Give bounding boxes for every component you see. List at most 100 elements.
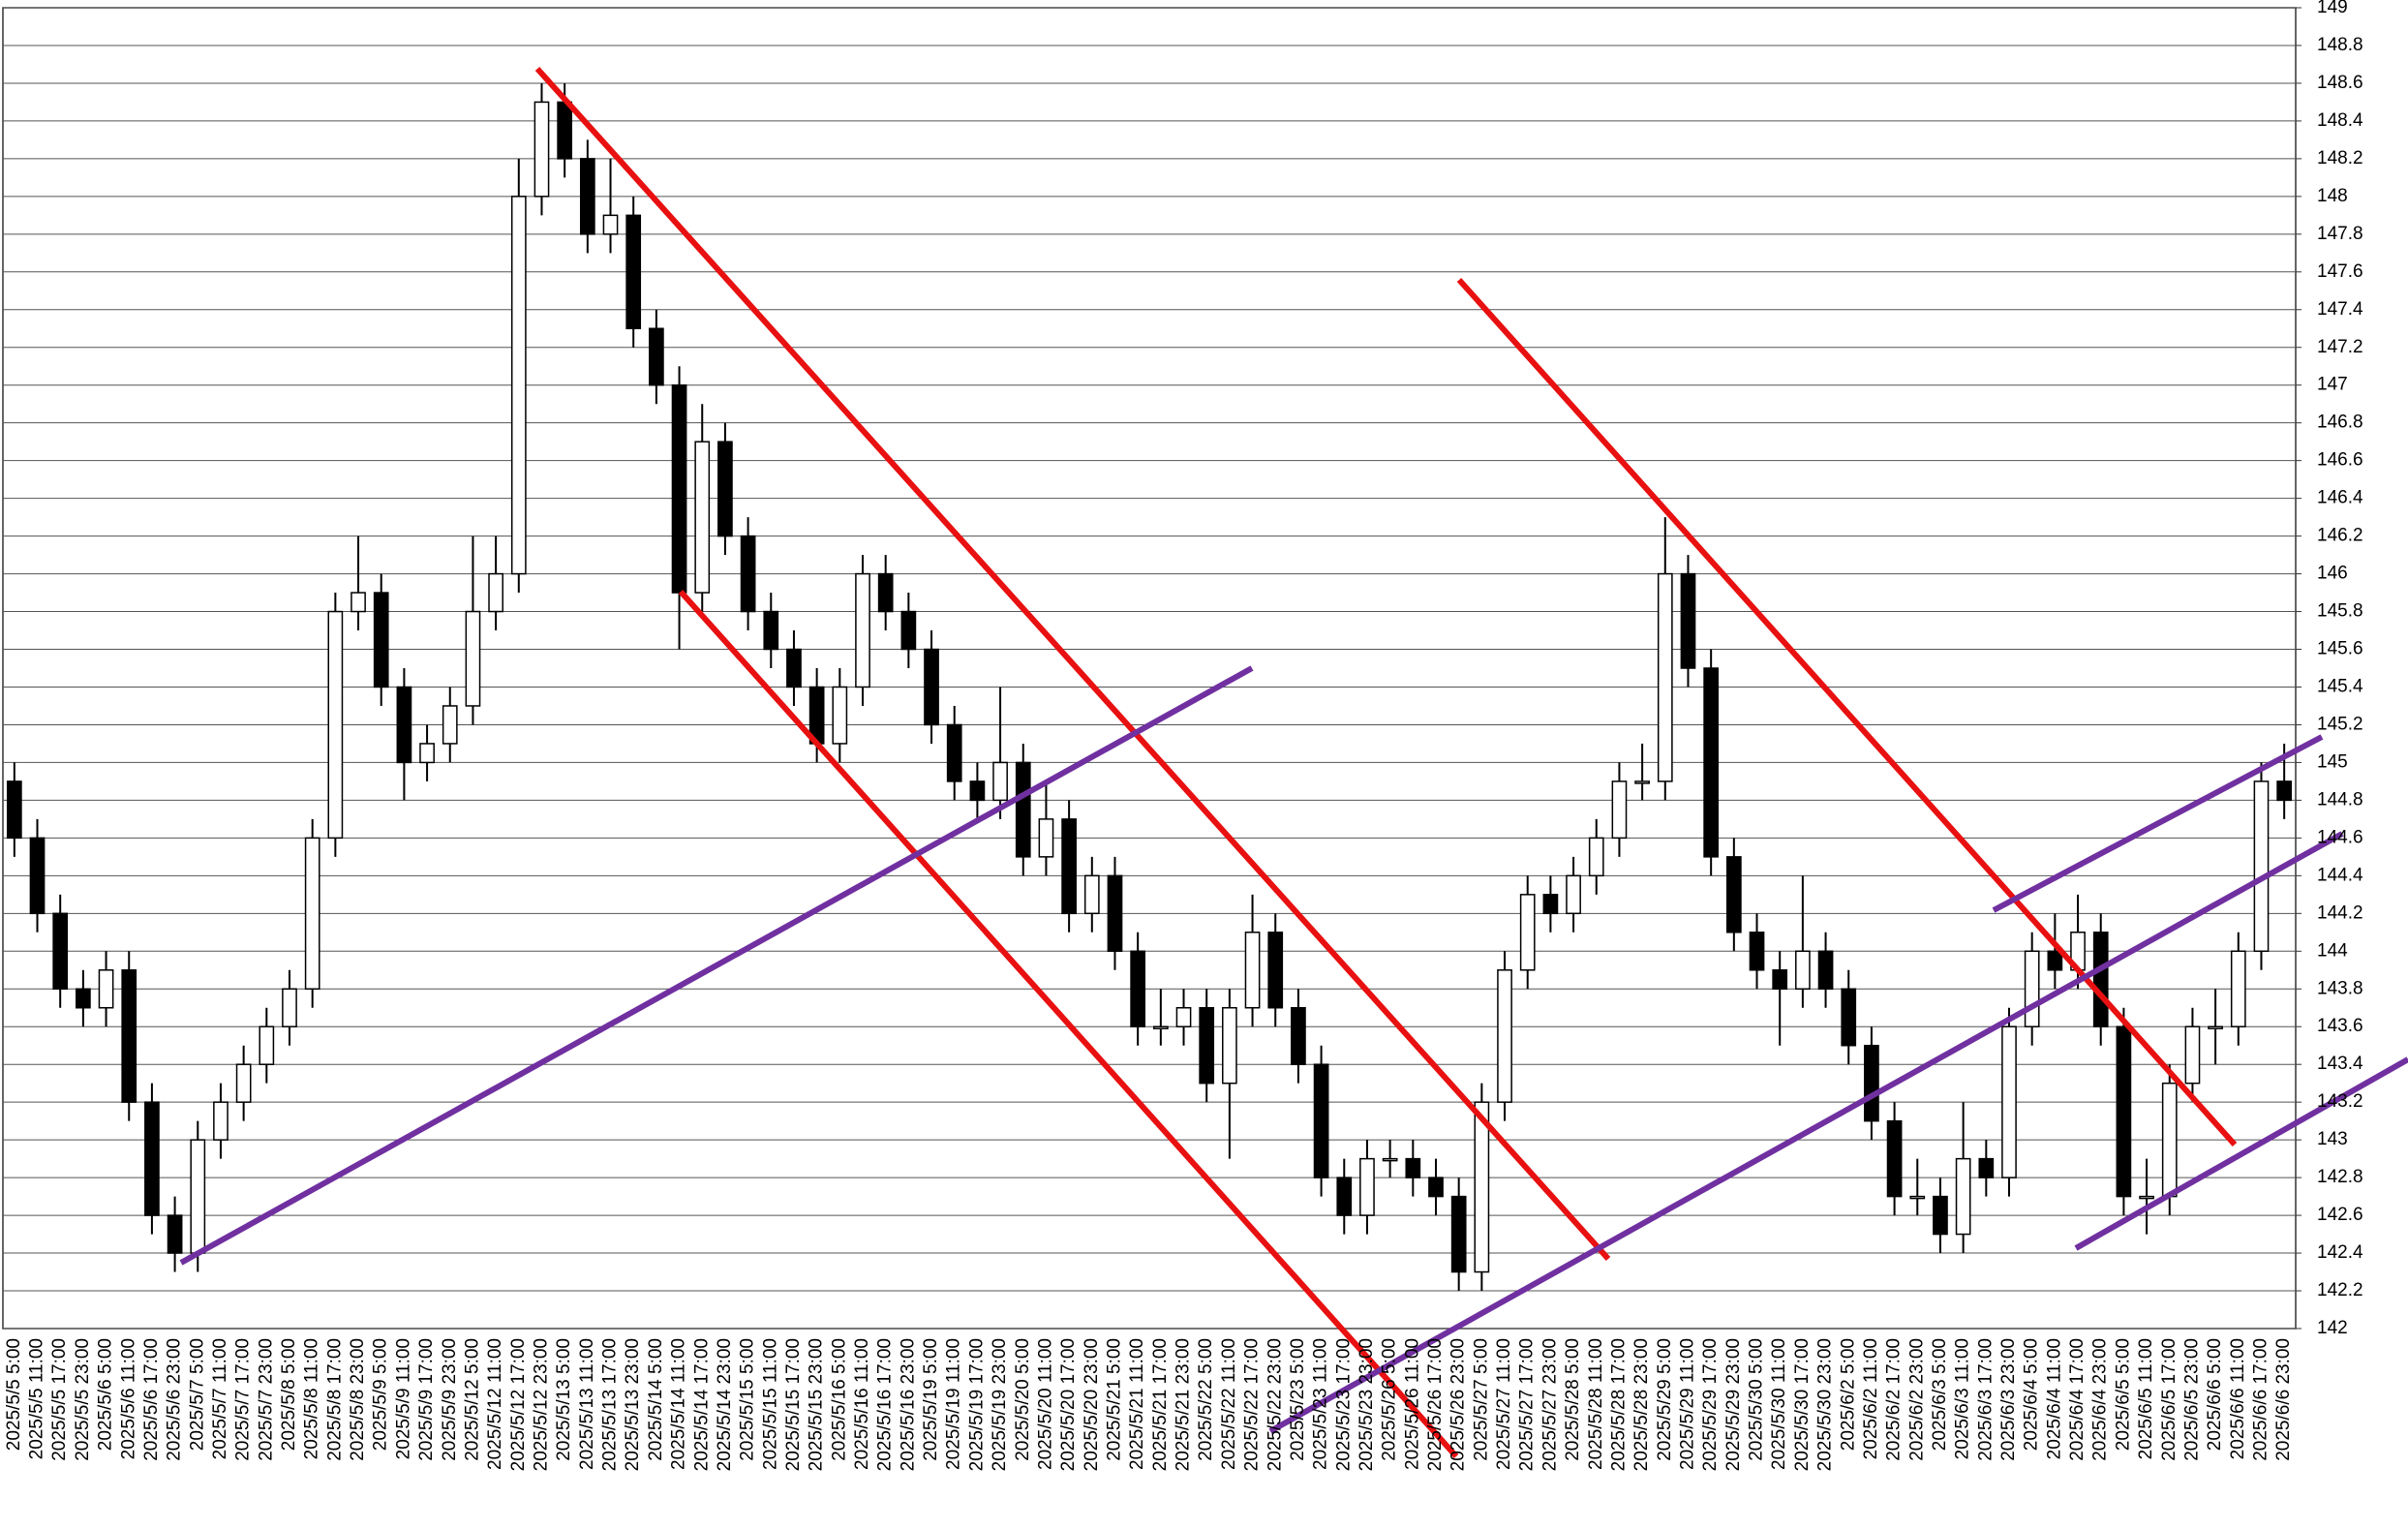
candle-body — [1474, 1101, 1490, 1273]
candle-body — [1175, 1006, 1192, 1027]
x-tick-label: 2025/5/29 17:00 — [1700, 1338, 1721, 1471]
candle-body — [1130, 950, 1146, 1027]
x-tick-label: 2025/5/6 11:00 — [118, 1338, 138, 1459]
x-tick-label: 2025/5/30 17:00 — [1792, 1338, 1813, 1471]
x-tick-label: 2025/6/2 5:00 — [1838, 1338, 1858, 1451]
x-tick-label: 2025/5/27 5:00 — [1471, 1338, 1491, 1461]
x-tick-label: 2025/6/4 23:00 — [2090, 1338, 2111, 1461]
candle-body — [1542, 894, 1559, 915]
candle-body — [579, 158, 595, 235]
x-tick-label: 2025/6/2 23:00 — [1906, 1338, 1927, 1461]
candle-body — [1886, 1119, 1903, 1198]
x-tick-label: 2025/5/22 5:00 — [1196, 1338, 1216, 1461]
candle-body — [1497, 969, 1512, 1103]
y-tick-label: 145.8 — [2317, 601, 2363, 622]
trend-line — [678, 589, 1459, 1459]
candle-body — [1611, 780, 1628, 840]
x-tick-label: 2025/5/8 11:00 — [302, 1338, 322, 1459]
x-tick-label: 2025/5/16 17:00 — [875, 1338, 896, 1471]
x-tick-label: 2025/5/20 5:00 — [1013, 1338, 1033, 1461]
x-tick-label: 2025/6/5 11:00 — [2136, 1338, 2156, 1459]
candle-body — [1657, 572, 1673, 782]
y-tick-label: 145 — [2317, 751, 2348, 772]
candle-body — [167, 1214, 183, 1254]
y-tick-label: 145.6 — [2317, 639, 2363, 659]
y-tick-label: 142.2 — [2317, 1280, 2363, 1300]
y-tick-label: 148.4 — [2317, 110, 2363, 131]
candle-body — [235, 1063, 252, 1103]
trend-lines — [179, 66, 2408, 1459]
x-tick-label: 2025/5/29 11:00 — [1677, 1338, 1697, 1470]
x-tick-label: 2025/6/4 17:00 — [2067, 1338, 2088, 1461]
candle-body — [1107, 874, 1123, 953]
candle-body — [2161, 1082, 2178, 1198]
x-tick-label: 2025/5/20 23:00 — [1082, 1338, 1102, 1471]
x-tick-label: 2025/5/30 23:00 — [1815, 1338, 1836, 1471]
x-tick-label: 2025/6/6 23:00 — [2273, 1338, 2294, 1461]
x-tick-label: 2025/5/13 23:00 — [623, 1338, 643, 1471]
y-tick-label: 144.8 — [2317, 789, 2363, 810]
x-tick-label: 2025/5/22 17:00 — [1242, 1338, 1263, 1471]
x-tick-label: 2025/5/13 11:00 — [577, 1338, 597, 1470]
candle-body — [533, 101, 550, 198]
candle-body — [190, 1139, 206, 1254]
trend-line — [1992, 734, 2324, 913]
x-tick-label: 2025/5/15 23:00 — [807, 1338, 827, 1471]
candle-body — [2184, 1025, 2201, 1085]
candle-body — [442, 705, 458, 745]
x-tick-label: 2025/5/9 5:00 — [371, 1338, 391, 1451]
candle-body — [649, 327, 664, 386]
x-tick-label: 2025/5/6 5:00 — [96, 1338, 116, 1451]
trend-line — [534, 66, 1611, 1262]
x-tick-label: 2025/5/9 23:00 — [440, 1338, 460, 1461]
x-tick-label: 2025/5/28 5:00 — [1563, 1338, 1583, 1461]
x-tick-label: 2025/6/4 11:00 — [2044, 1338, 2064, 1459]
y-tick-label: 142.8 — [2317, 1167, 2363, 1187]
x-tick-label: 2025/5/5 23:00 — [73, 1338, 93, 1461]
x-tick-label: 2025/5/28 23:00 — [1631, 1338, 1652, 1471]
x-tick-label: 2025/5/29 5:00 — [1655, 1338, 1675, 1461]
candle-body — [1588, 837, 1604, 877]
candle-body — [396, 686, 412, 764]
x-tick-label: 2025/5/14 11:00 — [669, 1338, 689, 1470]
x-tick-label: 2025/5/28 11:00 — [1586, 1338, 1606, 1470]
candle-body — [1061, 818, 1077, 915]
x-tick-label: 2025/5/26 11:00 — [1402, 1338, 1422, 1470]
candle-body — [1267, 932, 1284, 1009]
x-tick-label: 2025/5/5 5:00 — [4, 1338, 24, 1451]
y-tick-label: 147 — [2317, 375, 2348, 395]
candle-body — [2230, 950, 2246, 1027]
trend-line — [2074, 1056, 2408, 1251]
y-tick-label: 144.2 — [2317, 902, 2363, 923]
candle-body — [671, 383, 687, 594]
candle-body — [1680, 572, 1696, 669]
x-tick-label: 2025/5/15 17:00 — [783, 1338, 804, 1471]
candle-body — [1566, 874, 1581, 915]
candle-body — [877, 572, 894, 613]
trend-line — [179, 665, 1254, 1266]
x-tick-label: 2025/5/30 5:00 — [1747, 1338, 1767, 1461]
candle-body — [1199, 1006, 1215, 1085]
y-tick-label: 147.6 — [2317, 261, 2363, 282]
x-tick-label: 2025/6/6 17:00 — [2250, 1338, 2271, 1461]
candle-body — [557, 101, 573, 160]
y-tick-label: 144.6 — [2317, 827, 2363, 847]
x-tick-label: 2025/5/27 17:00 — [1517, 1338, 1538, 1471]
x-tick-label: 2025/6/2 11:00 — [1861, 1338, 1881, 1459]
y-tick-label: 147.4 — [2317, 299, 2363, 320]
x-tick-label: 2025/5/22 11:00 — [1219, 1338, 1239, 1470]
y-tick-label: 146 — [2317, 564, 2348, 584]
y-tick-label: 147.2 — [2317, 337, 2363, 357]
candle-body — [1703, 667, 1720, 858]
x-tick-label: 2025/5/5 11:00 — [27, 1338, 47, 1459]
y-tick-label: 148.8 — [2317, 35, 2363, 55]
candle-body — [373, 592, 389, 688]
y-tick-label: 146.6 — [2317, 450, 2363, 471]
candle-body — [29, 837, 46, 915]
x-tick-label: 2025/5/23 23:00 — [1356, 1338, 1377, 1471]
y-tick-label: 148.6 — [2317, 73, 2363, 93]
y-tick-label: 145.4 — [2317, 677, 2363, 697]
x-tick-label: 2025/5/20 11:00 — [1035, 1338, 1055, 1470]
x-tick-label: 2025/5/19 11:00 — [944, 1338, 964, 1470]
candle-body — [1428, 1177, 1444, 1198]
